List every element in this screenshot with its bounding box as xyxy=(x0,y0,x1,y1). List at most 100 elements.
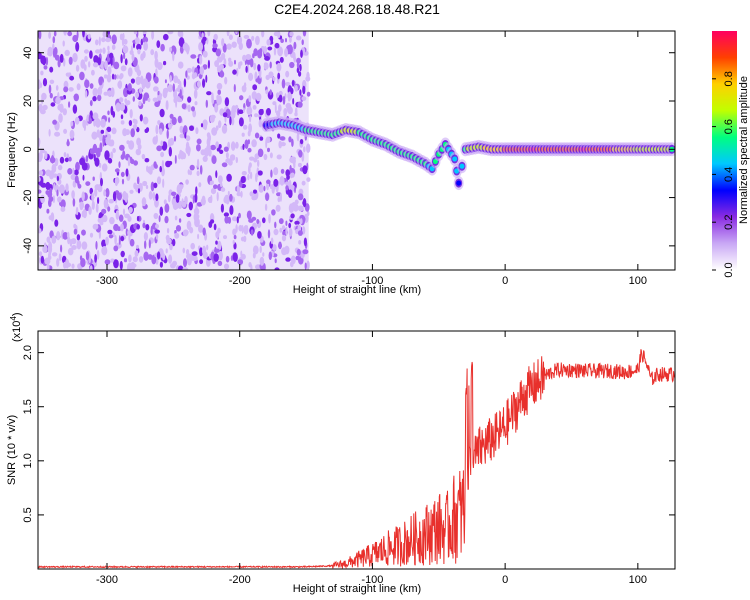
noise-blob xyxy=(106,73,112,83)
noise-blob xyxy=(186,220,192,230)
noise-blob xyxy=(276,154,282,160)
noise-blob xyxy=(301,180,306,186)
noise-blob xyxy=(125,129,130,136)
noise-blob xyxy=(254,113,259,118)
noise-blob xyxy=(147,166,153,174)
noise-blob xyxy=(263,62,269,70)
noise-blob xyxy=(136,69,142,77)
noise-blob xyxy=(290,172,295,178)
noise-blob xyxy=(298,240,302,245)
noise-blob xyxy=(155,224,159,229)
noise-blob xyxy=(271,209,276,216)
noise-blob xyxy=(178,218,182,223)
noise-blob xyxy=(52,119,57,125)
noise-blob xyxy=(112,148,116,153)
noise-blob xyxy=(122,150,126,160)
noise-blob xyxy=(70,238,77,245)
noise-blob xyxy=(109,216,115,225)
noise-blob xyxy=(246,106,253,116)
noise-blob xyxy=(243,235,247,243)
noise-blob xyxy=(121,37,125,47)
noise-blob xyxy=(71,263,75,269)
noise-blob xyxy=(110,151,114,159)
noise-blob xyxy=(161,167,165,177)
noise-blob xyxy=(159,165,162,173)
y-tick-label: 0 xyxy=(22,146,34,152)
noise-blob xyxy=(263,153,268,161)
noise-blob xyxy=(152,97,158,103)
noise-blob xyxy=(275,204,281,212)
noise-blob xyxy=(236,184,241,194)
noise-blob xyxy=(72,104,78,114)
noise-blob xyxy=(84,79,90,88)
noise-blob xyxy=(199,259,204,265)
noise-blob xyxy=(69,75,75,81)
noise-blob xyxy=(50,212,55,222)
noise-blob xyxy=(280,142,286,147)
noise-blob xyxy=(288,222,292,229)
noise-blob xyxy=(181,198,184,207)
noise-blob xyxy=(259,70,262,79)
y-tick-label: 1.5 xyxy=(22,399,34,414)
noise-blob xyxy=(285,257,291,262)
noise-blob xyxy=(135,76,142,85)
noise-blob xyxy=(52,48,56,58)
noise-blob xyxy=(278,218,284,225)
noise-blob xyxy=(73,228,78,235)
noise-blob xyxy=(105,136,111,146)
noise-blob xyxy=(143,81,147,88)
noise-blob xyxy=(159,261,163,268)
noise-blob xyxy=(282,230,286,236)
noise-blob xyxy=(216,82,223,90)
noise-blob xyxy=(142,222,146,229)
noise-blob xyxy=(290,255,296,265)
noise-blob xyxy=(128,254,132,263)
noise-blob xyxy=(120,54,123,64)
noise-blob xyxy=(45,169,52,177)
noise-blob xyxy=(130,128,135,138)
noise-blob xyxy=(236,216,239,224)
snr-multiplier-label: (x104) xyxy=(9,312,24,342)
noise-blob xyxy=(217,227,221,234)
noise-blob xyxy=(223,263,230,270)
x-tick-label: -200 xyxy=(229,275,251,287)
snr-x-axis-label: Height of straight line (km) xyxy=(293,583,421,595)
noise-blob xyxy=(92,87,98,97)
noise-blob xyxy=(120,114,124,120)
noise-blob xyxy=(306,260,310,270)
noise-blob xyxy=(179,133,185,139)
noise-blob xyxy=(89,148,95,155)
noise-blob xyxy=(106,126,112,132)
noise-blob xyxy=(42,244,48,254)
noise-blob xyxy=(136,176,140,185)
noise-blob xyxy=(112,191,117,202)
noise-blob xyxy=(127,67,133,77)
noise-blob xyxy=(165,248,168,254)
noise-blob xyxy=(306,177,311,183)
noise-blob xyxy=(279,176,285,186)
noise-blob xyxy=(169,46,172,53)
noise-blob xyxy=(274,221,277,229)
noise-blob xyxy=(91,192,95,202)
noise-blob xyxy=(298,149,303,158)
noise-blob xyxy=(150,49,155,56)
noise-blob xyxy=(93,119,96,127)
noise-blob xyxy=(264,56,270,61)
noise-blob xyxy=(182,128,186,135)
noise-blob xyxy=(302,198,307,208)
noise-blob xyxy=(272,101,277,106)
noise-blob xyxy=(208,148,212,157)
noise-blob xyxy=(296,132,300,142)
noise-blob xyxy=(265,192,270,201)
noise-blob xyxy=(127,215,132,222)
noise-blob xyxy=(216,94,220,100)
noise-blob xyxy=(285,38,287,43)
noise-blob xyxy=(129,109,133,119)
noise-blob xyxy=(182,247,186,254)
noise-blob xyxy=(247,130,251,137)
noise-blob xyxy=(73,223,77,229)
noise-blob xyxy=(51,235,57,244)
noise-blob xyxy=(162,88,168,99)
noise-blob xyxy=(102,137,105,147)
noise-blob xyxy=(202,50,208,58)
